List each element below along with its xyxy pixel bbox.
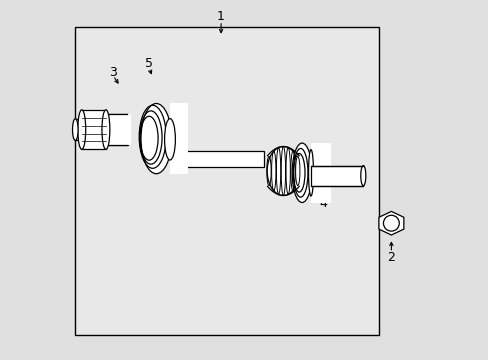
Text: 6: 6 (238, 150, 246, 163)
Bar (106, 114, 131, 145)
Bar (75, 119, 81, 140)
Ellipse shape (172, 151, 176, 167)
Polygon shape (378, 211, 403, 235)
Bar (310, 166, 363, 186)
Ellipse shape (266, 147, 299, 195)
Ellipse shape (164, 119, 175, 160)
Text: 1: 1 (217, 10, 224, 23)
Bar (170, 103, 187, 174)
Ellipse shape (308, 150, 313, 196)
Ellipse shape (292, 143, 311, 202)
Bar (81, 110, 106, 149)
Ellipse shape (78, 110, 85, 149)
Bar (174, 151, 264, 167)
Bar (75, 27, 379, 335)
Bar (310, 143, 330, 202)
Bar (106, 114, 127, 145)
Text: 3: 3 (109, 66, 117, 78)
Text: 4: 4 (319, 197, 327, 210)
Text: 5: 5 (145, 57, 153, 69)
Ellipse shape (102, 110, 110, 149)
Ellipse shape (72, 119, 78, 140)
Ellipse shape (141, 104, 171, 174)
Ellipse shape (360, 166, 365, 186)
Circle shape (383, 215, 399, 231)
Text: 2: 2 (386, 251, 394, 264)
